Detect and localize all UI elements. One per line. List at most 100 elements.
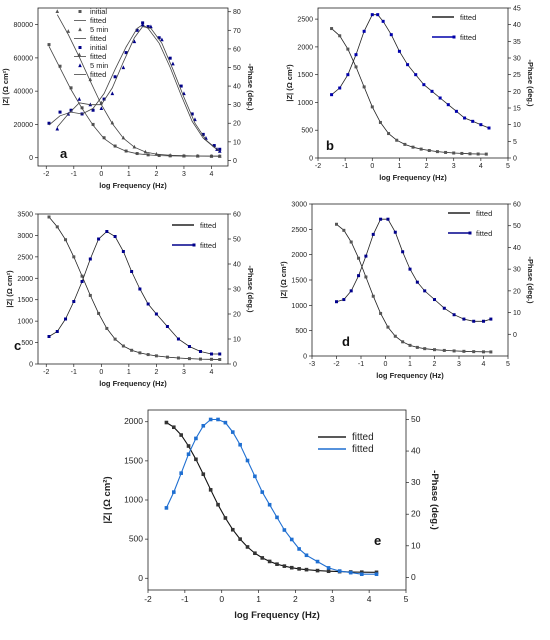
legend-marker [78, 10, 82, 13]
y2-tick-label: 30 [513, 267, 521, 274]
y2-axis-title: -Phase (deg.) [246, 63, 255, 111]
legend-label: fitted [90, 52, 106, 61]
legend-item: fitted [448, 209, 492, 218]
y-tick-label: 1500 [124, 455, 143, 465]
data-point [91, 108, 95, 112]
x-axis-title: log Frequency (Hz) [99, 181, 167, 190]
data-point [99, 106, 104, 110]
y-tick-label: 1500 [17, 297, 33, 304]
y2-tick-label: 10 [411, 540, 421, 550]
x-tick-label: 4 [482, 361, 486, 368]
series-6 [48, 24, 220, 152]
y2-tick-label: 10 [513, 122, 521, 129]
data-point [149, 24, 153, 29]
x-tick-label: 3 [457, 361, 461, 368]
legend-item: fitted [318, 444, 374, 455]
y2-tick-label: 60 [233, 212, 241, 219]
y-tick-label: 60000 [14, 55, 34, 62]
y2-tick-label: 20 [513, 288, 521, 295]
y2-tick-label: 0 [411, 572, 416, 582]
data-point [381, 19, 385, 23]
data-point [484, 152, 488, 156]
x-tick-label: -1 [358, 361, 364, 368]
data-point [378, 120, 382, 124]
data-point [487, 126, 491, 130]
data-point [304, 553, 309, 558]
data-point [218, 352, 222, 356]
y2-tick-label: 0 [233, 362, 237, 369]
data-point [357, 256, 361, 260]
data-point [386, 325, 390, 329]
chart-panel-c: -2 -1 0 1 2 3 40500100015002000250030003500010… [5, 212, 255, 389]
data-point [110, 91, 115, 96]
legend-label: fitted [476, 229, 492, 238]
series-line [48, 231, 220, 355]
data-point [47, 335, 51, 338]
data-point [154, 312, 158, 316]
legend-item: fitted [172, 241, 216, 250]
series-2 [335, 217, 493, 323]
data-point [223, 516, 228, 520]
data-point [415, 280, 419, 284]
data-point [113, 75, 117, 79]
legend-label: fitted [90, 70, 106, 79]
x-tick-label: 4 [210, 171, 214, 178]
data-point [349, 289, 353, 293]
data-point [282, 528, 287, 532]
data-point [393, 334, 397, 338]
x-tick-label: 0 [384, 361, 388, 368]
y2-tick-label: 50 [233, 65, 241, 72]
data-point [364, 275, 368, 279]
panel-label: e [374, 533, 381, 548]
data-point [187, 357, 191, 361]
data-point [201, 132, 205, 136]
y2-tick-label: 5 [513, 139, 517, 146]
data-point [342, 228, 346, 232]
data-point [376, 13, 380, 17]
legend-label: initial [90, 43, 107, 52]
data-point [326, 569, 331, 574]
legend-label: fitted [200, 221, 216, 230]
y-tick-label: 80000 [14, 22, 34, 29]
data-point [110, 120, 115, 125]
y2-tick-label: 20 [233, 121, 241, 128]
data-point [245, 545, 250, 549]
chart-panel-e: -2 -1 0 1 2 3 4 5050010001500200001020304050log… [102, 409, 440, 621]
y2-tick-label: 40 [233, 84, 241, 91]
y2-tick-label: 40 [233, 262, 241, 269]
y-tick-label: 500 [301, 128, 313, 135]
series-1 [47, 43, 222, 158]
series-1 [330, 27, 488, 156]
data-point [77, 96, 82, 101]
x-tick-label: 2 [433, 361, 437, 368]
data-point [401, 250, 405, 254]
data-point [438, 96, 442, 100]
panel-label: a [60, 146, 68, 161]
data-point [186, 452, 191, 457]
legend-item: 5 min [78, 25, 108, 34]
x-tick-label: 1 [397, 163, 401, 170]
plot-frame [37, 7, 229, 167]
y-tick-label: 1000 [124, 495, 143, 505]
data-point [460, 151, 464, 155]
data-point [164, 420, 169, 425]
data-point [471, 119, 475, 123]
data-point [359, 572, 364, 577]
data-point [359, 570, 364, 574]
x-tick-label: 2 [154, 369, 158, 376]
data-point [176, 337, 180, 341]
data-point [386, 217, 390, 221]
data-point [346, 47, 350, 51]
series-2 [164, 417, 379, 577]
y-tick-label: 3000 [291, 202, 307, 209]
x-tick-label: -3 [309, 361, 315, 368]
data-point [462, 317, 466, 321]
data-point [408, 343, 412, 347]
data-point [374, 570, 379, 575]
data-point [238, 537, 242, 541]
data-point [468, 152, 472, 156]
x-tick-label: 2 [293, 594, 298, 604]
y2-axis-title: -Phase (deg.) [429, 470, 440, 530]
